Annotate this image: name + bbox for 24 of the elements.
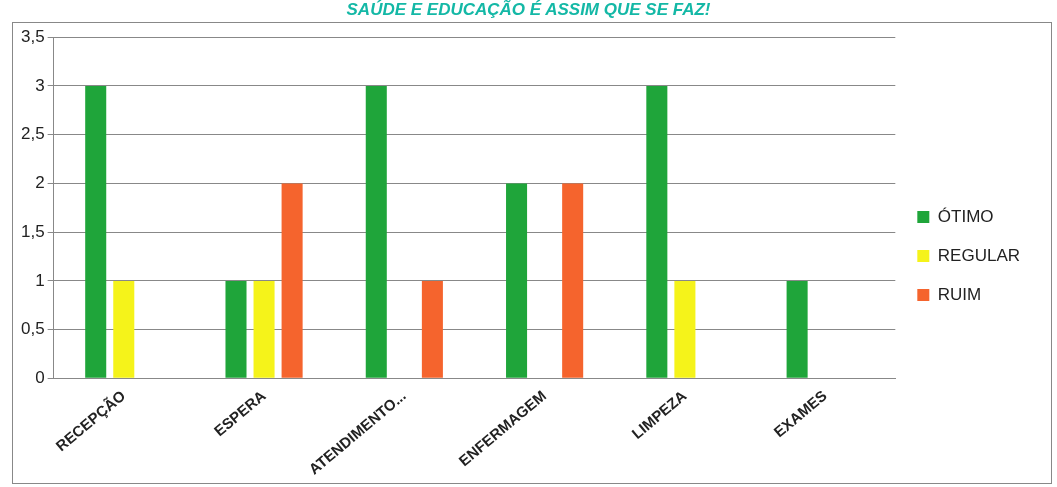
y-tick-label: 3,5 xyxy=(20,26,45,46)
bar xyxy=(281,183,303,378)
bar xyxy=(674,280,696,378)
bar xyxy=(85,85,107,378)
legend-label: RUIM xyxy=(937,284,982,304)
bar xyxy=(562,183,584,378)
y-tick-label: 2,5 xyxy=(20,124,45,144)
y-tick-label: 0 xyxy=(35,368,45,388)
bar xyxy=(365,85,387,378)
y-tick-label: 3 xyxy=(35,75,45,95)
y-tick-label: 0,5 xyxy=(20,319,45,339)
bar xyxy=(225,280,247,378)
legend-label: REGULAR xyxy=(937,245,1020,265)
bar xyxy=(786,280,808,378)
y-tick-label: 1 xyxy=(35,270,45,290)
bar xyxy=(506,183,528,378)
legend-label: ÓTIMO xyxy=(937,206,994,226)
y-tick-label: 2 xyxy=(35,173,45,193)
bar xyxy=(253,280,275,378)
bar xyxy=(646,85,668,378)
chart-title: SAÚDE E EDUCAÇÃO É ASSIM QUE SE FAZ! xyxy=(345,0,712,19)
bar xyxy=(421,280,443,378)
y-tick-label: 1,5 xyxy=(20,221,45,241)
bar xyxy=(113,280,135,378)
